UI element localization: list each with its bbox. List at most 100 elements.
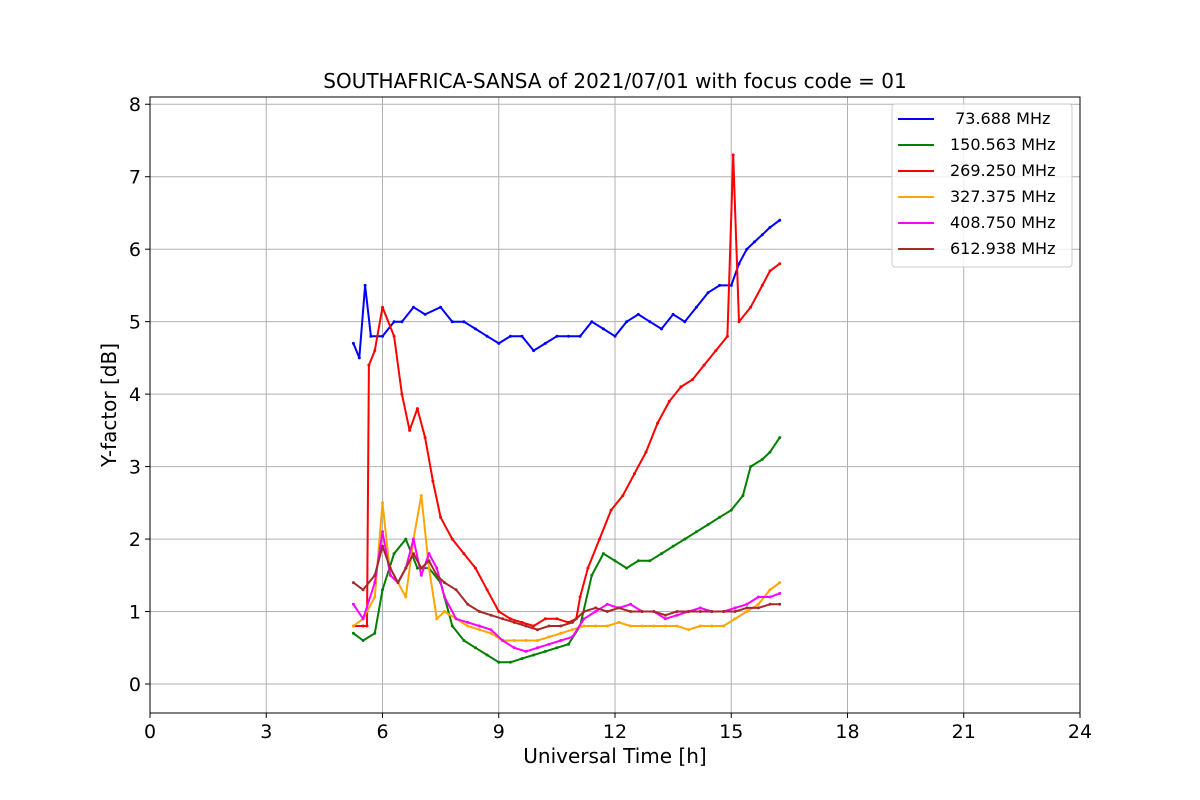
data-point	[559, 631, 563, 635]
data-point	[706, 523, 710, 527]
data-point	[582, 610, 586, 613]
data-point	[497, 660, 501, 664]
data-point	[419, 573, 423, 577]
data-point	[388, 566, 392, 570]
data-point	[555, 646, 559, 650]
data-point	[660, 552, 663, 556]
data-point	[617, 606, 621, 610]
data-point	[559, 624, 563, 628]
legend-label: 150.563 MHz	[950, 135, 1055, 154]
data-point	[532, 653, 536, 657]
data-point	[737, 320, 741, 324]
data-point	[778, 436, 782, 440]
data-point	[702, 363, 706, 367]
data-point	[435, 617, 439, 621]
data-point	[466, 602, 470, 606]
data-point	[351, 631, 355, 635]
data-point	[373, 573, 377, 577]
data-point	[501, 617, 505, 621]
data-point	[683, 537, 687, 541]
data-point	[392, 320, 396, 324]
data-point	[351, 581, 355, 585]
data-point	[590, 320, 594, 324]
data-point	[710, 610, 714, 613]
legend-label: 269.250 MHz	[950, 161, 1055, 180]
data-point	[756, 606, 760, 610]
data-point	[733, 606, 737, 610]
data-point	[435, 566, 439, 570]
data-point	[543, 649, 547, 653]
data-point	[412, 537, 415, 541]
y-tick-label: 5	[129, 312, 141, 334]
data-point	[419, 566, 423, 570]
data-point	[439, 305, 443, 309]
x-tick-label: 21	[952, 721, 976, 743]
data-point	[675, 610, 679, 613]
data-point	[474, 646, 477, 650]
data-point	[570, 628, 574, 632]
legend-label: 73.688 MHz	[950, 109, 1050, 128]
data-point	[625, 320, 629, 324]
data-point	[419, 494, 423, 498]
data-point	[427, 552, 431, 556]
data-point	[621, 494, 625, 498]
data-point	[508, 334, 512, 338]
series-layer	[351, 153, 782, 664]
data-point	[698, 624, 702, 628]
data-point	[652, 610, 656, 613]
y-tick-label: 2	[129, 529, 141, 551]
data-point	[629, 602, 632, 606]
data-point	[749, 465, 753, 469]
data-point	[778, 602, 782, 606]
data-point	[778, 581, 782, 585]
data-point	[543, 617, 547, 621]
data-point	[489, 628, 493, 632]
data-point	[663, 613, 667, 617]
data-point	[663, 624, 667, 628]
data-point	[477, 624, 481, 628]
data-point	[640, 610, 644, 613]
data-point	[412, 305, 415, 309]
data-point	[388, 573, 392, 577]
data-point	[462, 320, 466, 324]
data-point	[687, 628, 691, 632]
data-point	[694, 530, 698, 534]
data-point	[768, 588, 772, 592]
data-point	[474, 327, 477, 331]
data-point	[443, 595, 446, 599]
legend-label: 612.938 MHz	[950, 239, 1055, 258]
data-point	[423, 312, 427, 316]
x-tick-label: 18	[835, 721, 859, 743]
data-point	[778, 262, 782, 266]
data-point	[477, 610, 481, 613]
data-point	[508, 660, 512, 664]
data-point	[543, 341, 547, 345]
data-point	[408, 428, 412, 432]
data-point	[361, 588, 365, 592]
data-point	[594, 624, 598, 628]
data-point	[578, 595, 582, 599]
data-point	[423, 436, 427, 440]
data-point	[466, 620, 470, 624]
data-point	[351, 624, 355, 628]
data-point	[555, 334, 559, 338]
data-point	[745, 610, 749, 613]
data-point	[760, 457, 764, 461]
data-point	[632, 472, 636, 476]
legend-frame	[891, 103, 1073, 268]
data-point	[718, 283, 722, 287]
data-point	[718, 515, 722, 519]
data-point	[729, 508, 733, 512]
data-point	[567, 642, 570, 646]
data-point	[691, 378, 694, 382]
data-point	[605, 624, 609, 628]
data-point	[485, 588, 489, 592]
data-point	[745, 247, 749, 251]
data-point	[660, 327, 663, 331]
data-point	[381, 588, 384, 592]
data-point	[536, 628, 539, 632]
data-point	[450, 320, 454, 324]
y-tick-label: 7	[129, 167, 141, 189]
data-point	[722, 624, 725, 628]
data-point	[489, 613, 493, 617]
